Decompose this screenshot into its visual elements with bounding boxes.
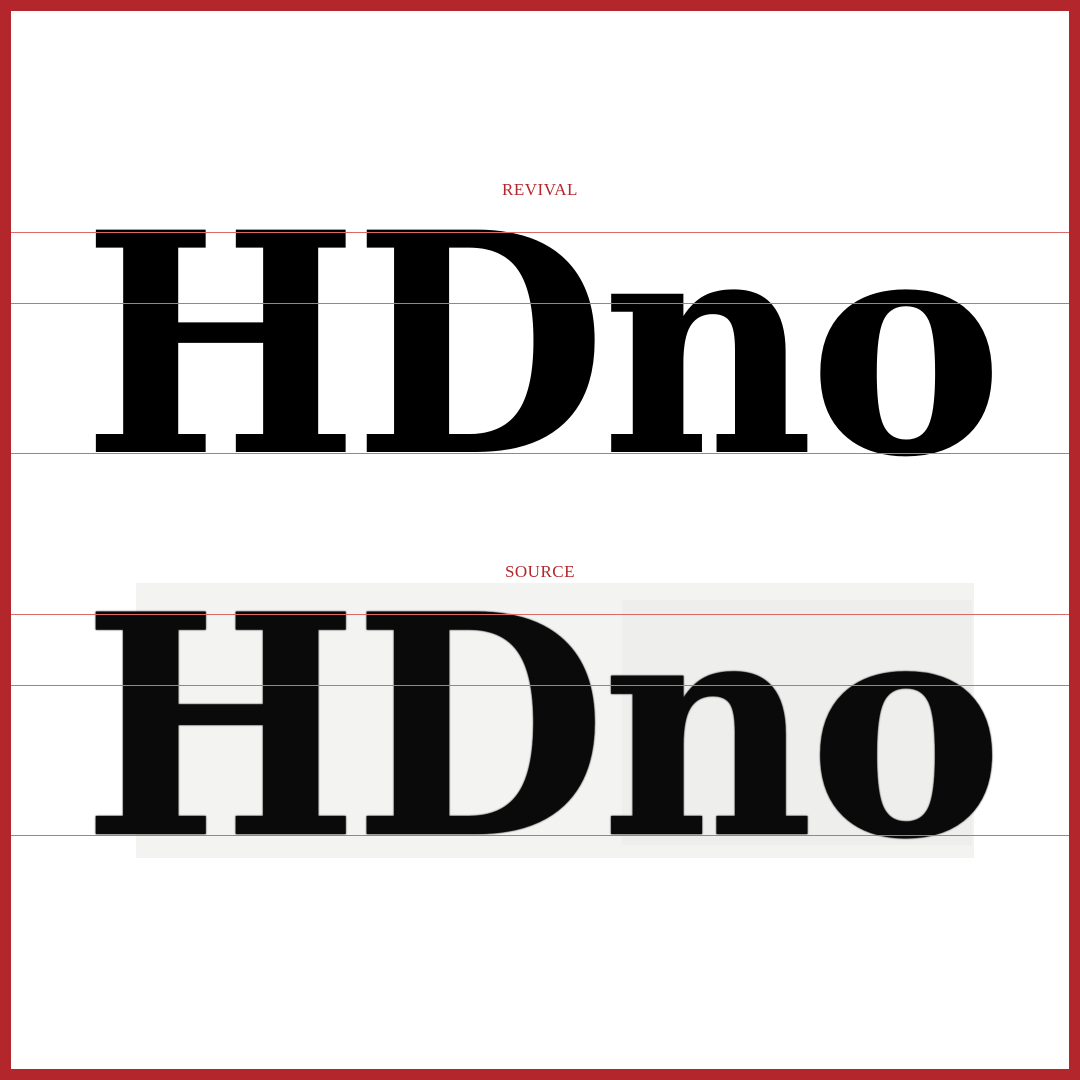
source-baseline <box>11 835 1069 836</box>
source-specimen: HDno <box>82 548 1003 906</box>
revival-label: REVIVAL <box>502 180 578 199</box>
revival-x-height-line <box>11 303 1069 304</box>
source-label: SOURCE <box>504 562 576 581</box>
source-cap-height-line <box>11 614 1069 615</box>
source-x-height-line <box>11 685 1069 686</box>
revival-cap-height-line <box>11 232 1069 233</box>
revival-baseline <box>11 453 1069 454</box>
source-scan-background-secondary <box>622 600 972 845</box>
revival-specimen: HDno <box>82 166 1003 524</box>
